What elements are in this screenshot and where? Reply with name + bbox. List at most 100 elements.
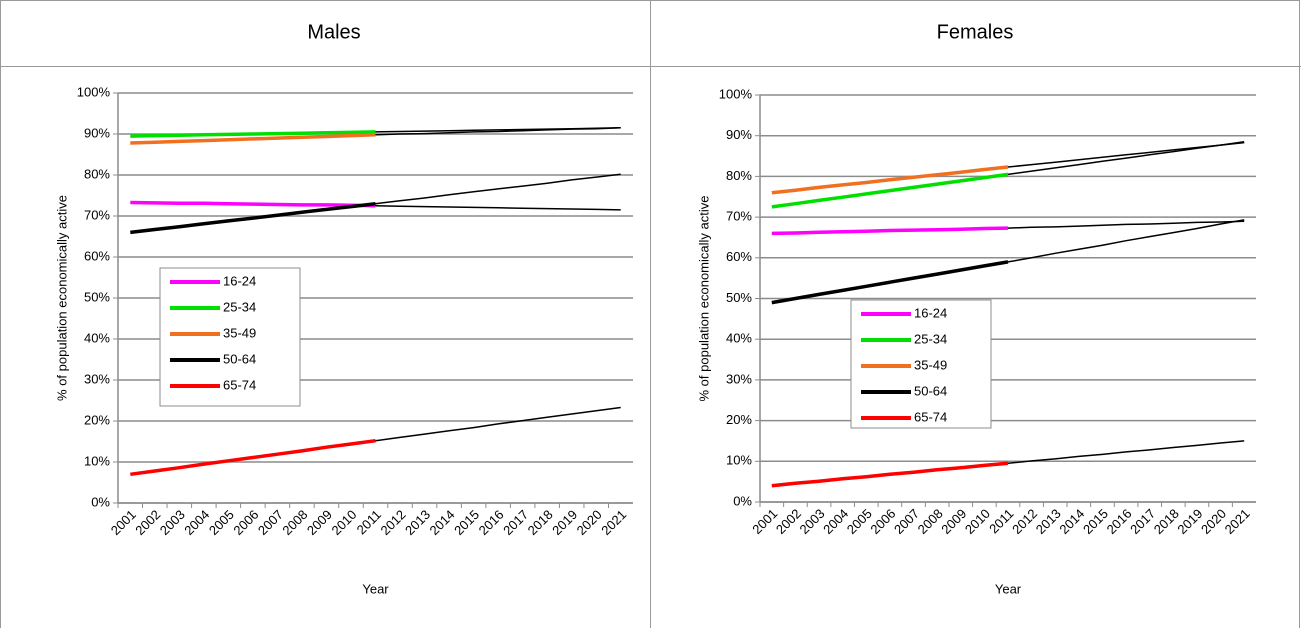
y-axis-title: % of population economically active <box>696 196 711 402</box>
x-tick-label: 2016 <box>1104 506 1135 537</box>
x-tick-label: 2004 <box>820 506 851 537</box>
x-tick-label: 2007 <box>891 506 922 537</box>
x-tick-label: 2009 <box>938 506 969 537</box>
y-tick-label: 70% <box>84 207 110 222</box>
x-tick-label: 2002 <box>132 507 163 538</box>
x-tick-label: 2010 <box>328 507 359 538</box>
x-tick-label: 2013 <box>1033 506 1064 537</box>
y-tick-label: 70% <box>726 209 752 224</box>
legend-label: 25-34 <box>914 331 947 346</box>
x-tick-label: 2014 <box>1056 506 1087 537</box>
y-tick-label: 30% <box>726 371 752 386</box>
legend-box <box>159 267 301 407</box>
legend-label: 65-74 <box>914 409 947 424</box>
x-tick-label: 2010 <box>962 506 993 537</box>
legend-label: 35-49 <box>914 357 947 372</box>
panel-title: Females <box>937 21 1014 43</box>
y-tick-label: 40% <box>726 331 752 346</box>
legend-label: 35-49 <box>223 325 256 340</box>
series-line <box>375 205 621 211</box>
x-tick-label: 2007 <box>255 507 286 538</box>
x-axis-title: Year <box>362 581 389 596</box>
series-line <box>130 130 376 138</box>
y-tick-label: 60% <box>726 249 752 264</box>
x-tick-label: 2009 <box>304 507 335 538</box>
series-line <box>130 438 376 477</box>
x-tick-label: 2006 <box>867 506 898 537</box>
series-line <box>771 165 1009 195</box>
y-tick-label: 80% <box>84 166 110 181</box>
y-tick-label: 90% <box>726 127 752 142</box>
panel-title: Males <box>307 21 360 43</box>
series-line <box>771 461 1009 488</box>
x-tick-label: 2006 <box>230 507 261 538</box>
legend-label: 25-34 <box>223 299 256 314</box>
x-tick-label: 2018 <box>525 507 556 538</box>
x-tick-label: 2012 <box>1009 506 1040 537</box>
x-tick-label: 2008 <box>279 507 310 538</box>
x-tick-label: 2016 <box>476 507 507 538</box>
legend-label: 65-74 <box>223 377 256 392</box>
x-tick-label: 2001 <box>749 506 780 537</box>
series-line <box>130 201 376 235</box>
x-tick-label: 2002 <box>773 506 804 537</box>
y-tick-label: 20% <box>84 412 110 427</box>
x-tick-label: 2015 <box>451 507 482 538</box>
series-line <box>1007 440 1245 465</box>
x-tick-label: 2011 <box>986 506 1016 536</box>
x-tick-label: 2021 <box>1222 506 1253 537</box>
x-tick-label: 2004 <box>181 507 212 538</box>
series-line <box>1007 141 1245 168</box>
series-line <box>130 200 376 208</box>
series-line <box>1007 219 1245 263</box>
y-tick-label: 90% <box>84 125 110 140</box>
x-tick-label: 2017 <box>1127 506 1158 537</box>
x-tick-label: 2013 <box>402 507 433 538</box>
x-tick-label: 2003 <box>797 506 828 537</box>
x-tick-label: 2020 <box>574 507 605 538</box>
x-tick-label: 2020 <box>1198 506 1229 537</box>
series-line <box>375 406 621 442</box>
x-tick-label: 2011 <box>354 507 384 537</box>
y-tick-label: 50% <box>726 290 752 305</box>
y-tick-label: 0% <box>91 494 110 509</box>
y-tick-label: 80% <box>726 168 752 183</box>
y-tick-label: 30% <box>84 371 110 386</box>
y-axis-title: % of population economically active <box>54 195 69 401</box>
series-line <box>771 226 1009 236</box>
y-tick-label: 40% <box>84 330 110 345</box>
y-tick-label: 100% <box>719 86 753 101</box>
series-line <box>771 172 1009 209</box>
x-tick-label: 2005 <box>844 506 875 537</box>
y-tick-label: 10% <box>726 453 752 468</box>
y-tick-label: 50% <box>84 289 110 304</box>
series-line <box>1007 220 1245 229</box>
legend-label: 50-64 <box>914 383 947 398</box>
x-tick-label: 2008 <box>915 506 946 537</box>
legend-label: 50-64 <box>223 351 256 366</box>
x-tick-label: 2001 <box>108 507 139 538</box>
x-axis-title: Year <box>995 581 1022 596</box>
y-tick-label: 100% <box>77 84 111 99</box>
x-tick-label: 2021 <box>598 507 629 538</box>
x-tick-label: 2018 <box>1151 506 1182 537</box>
y-tick-label: 0% <box>733 493 752 508</box>
x-tick-label: 2012 <box>378 507 409 538</box>
x-tick-label: 2003 <box>157 507 188 538</box>
y-tick-label: 60% <box>84 248 110 263</box>
legend-label: 16-24 <box>223 273 256 288</box>
y-tick-label: 10% <box>84 453 110 468</box>
x-tick-label: 2019 <box>549 507 580 538</box>
x-tick-label: 2019 <box>1174 506 1205 537</box>
series-line <box>130 133 376 145</box>
y-tick-label: 20% <box>726 412 752 427</box>
x-tick-label: 2014 <box>427 507 458 538</box>
series-line <box>375 173 621 205</box>
x-tick-label: 2017 <box>500 507 531 538</box>
x-tick-label: 2005 <box>206 507 237 538</box>
x-tick-label: 2015 <box>1080 506 1111 537</box>
series-line <box>375 127 621 136</box>
legend-label: 16-24 <box>914 305 947 320</box>
series-line <box>771 260 1009 305</box>
